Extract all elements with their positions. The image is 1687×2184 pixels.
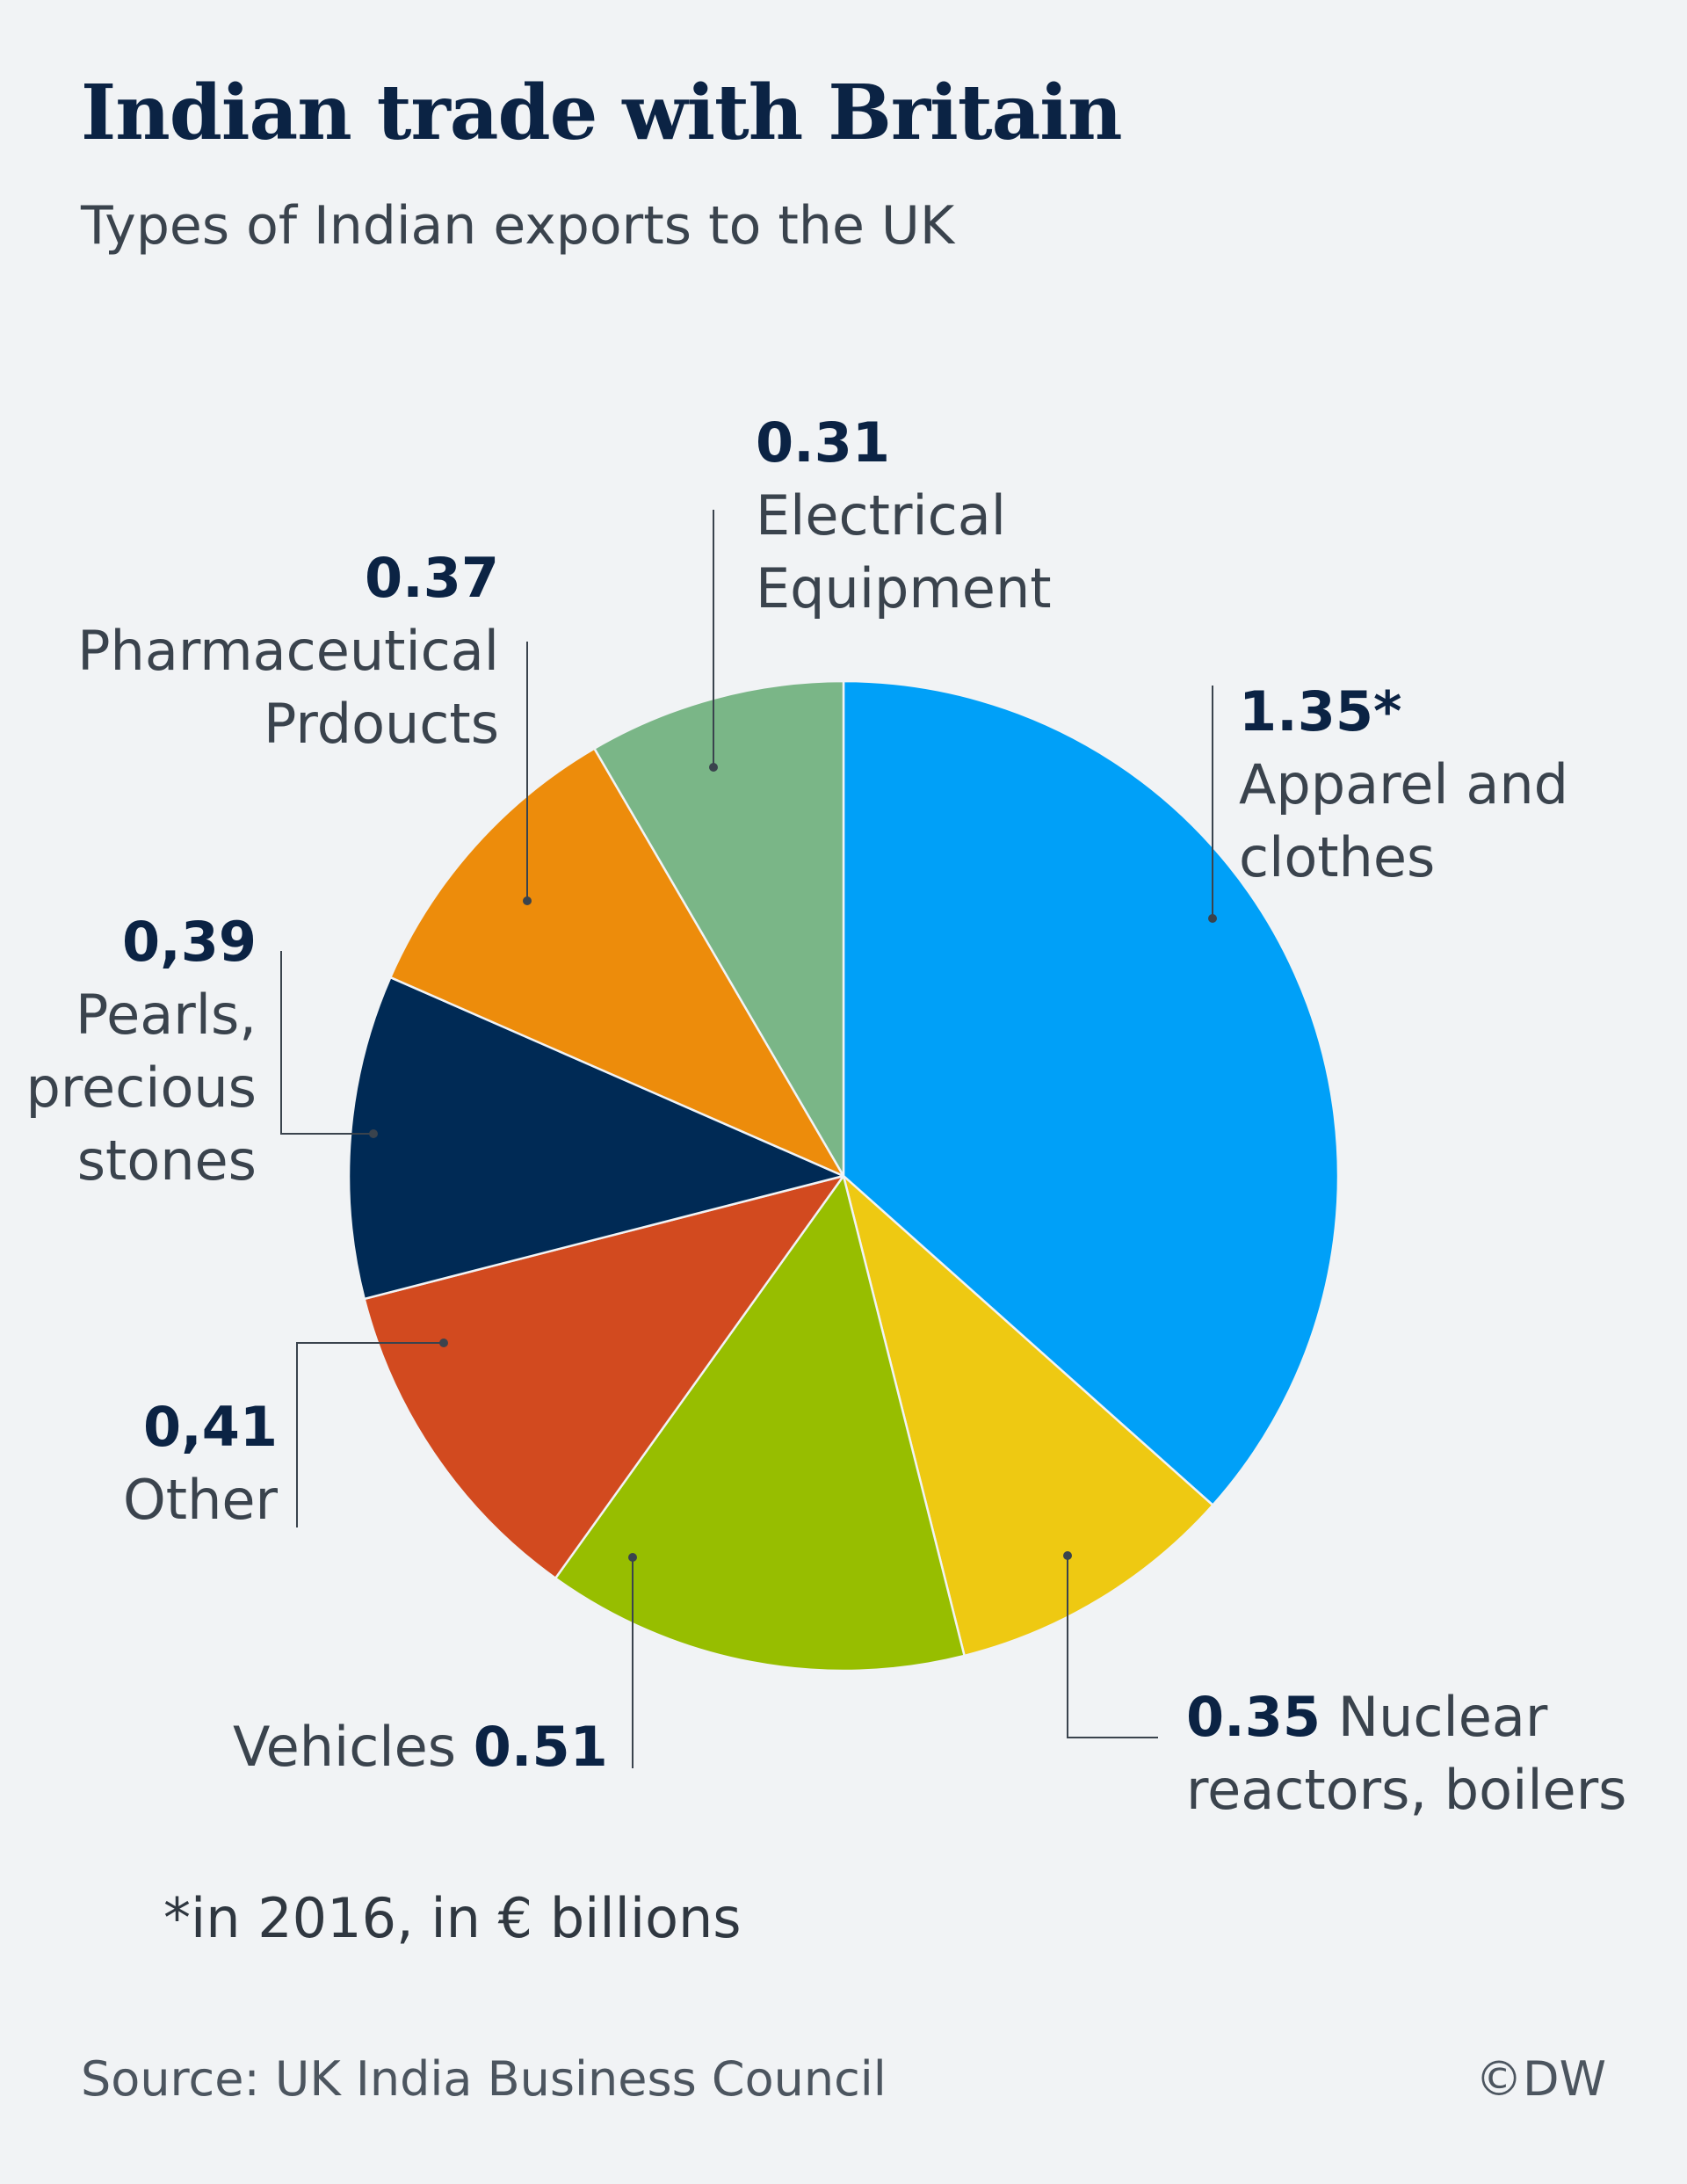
label-electrical: 0.31 Electrical Equipment (756, 406, 1052, 625)
leader-dot-other (439, 1339, 448, 1347)
pie-slice-nuclear-reactors-boilers (842, 1174, 1214, 1658)
category-label-apparel: Apparel and (1239, 752, 1568, 816)
pie-slice-other (363, 1174, 845, 1579)
label-pearls: 0,39 Pearls, precious stones (26, 905, 257, 1197)
pie-slice-pharmaceutical-prdoucts (389, 747, 845, 1178)
source-note: Source: UK India Business Council (81, 2051, 887, 2107)
category-label-electrical: Electrical (756, 483, 1006, 548)
category-label-apparel-2: clothes (1239, 825, 1436, 889)
pie-slice-vehicles (554, 1174, 966, 1672)
leader-dot-vehicles (628, 1553, 637, 1562)
leader-line-pearls (280, 951, 373, 1135)
category-label-nuclear-2: reactors, boilers (1186, 1758, 1627, 1822)
value-label-electrical: 0.31 (756, 410, 890, 475)
value-label-pearls: 0,39 (122, 910, 257, 974)
pie-slice-apparel-and-clothes (842, 679, 1340, 1506)
value-label-other: 0,41 (143, 1395, 278, 1459)
label-apparel: 1.35* Apparel and clothes (1239, 675, 1568, 894)
leader-line-other (296, 1342, 444, 1527)
chart-title: Indian trade with Britain (81, 69, 1123, 157)
leader-dot-pearls (369, 1129, 378, 1138)
category-label-nuclear: Nuclear (1337, 1685, 1548, 1749)
leader-line-nuclear (1067, 1556, 1158, 1738)
chart-subtitle: Types of Indian exports to the UK (81, 195, 955, 257)
value-label-pharma: 0.37 (365, 546, 499, 610)
category-label-pharma-2: Prdoucts (264, 692, 499, 756)
category-label-pearls-2: precious (25, 1056, 257, 1120)
category-label-other: Other (122, 1468, 278, 1532)
label-pharma: 0.37 Pharmaceutical Prdoucts (77, 541, 499, 760)
leader-dot-electrical (709, 763, 718, 772)
category-label-pearls-3: stones (76, 1128, 257, 1193)
category-label-pearls: Pearls, (75, 983, 257, 1047)
value-label-apparel: 1.35* (1239, 679, 1402, 744)
leader-dot-apparel (1208, 914, 1217, 923)
leader-dot-pharma (523, 896, 532, 905)
pie-slice-pearls-precious-stones (347, 976, 845, 1301)
value-label-nuclear: 0.35 (1186, 1685, 1321, 1749)
leader-dot-nuclear (1063, 1551, 1072, 1560)
category-label-vehicles: Vehicles (233, 1715, 457, 1779)
category-label-electrical-2: Equipment (756, 556, 1052, 620)
credit: ©DW (1475, 2051, 1606, 2107)
pie-slice-electrical-equipment (593, 679, 845, 1178)
label-other: 0,41 Other (123, 1390, 278, 1536)
category-label-pharma: Pharmaceutical (77, 619, 499, 683)
label-nuclear: 0.35 Nuclear reactors, boilers (1186, 1680, 1626, 1826)
footnote: *in 2016, in € billions (163, 1886, 742, 1950)
label-vehicles: Vehicles 0.51 (233, 1710, 608, 1783)
label-nuclear-line1: 0.35 Nuclear (1186, 1685, 1547, 1749)
value-label-vehicles: 0.51 (473, 1715, 608, 1779)
